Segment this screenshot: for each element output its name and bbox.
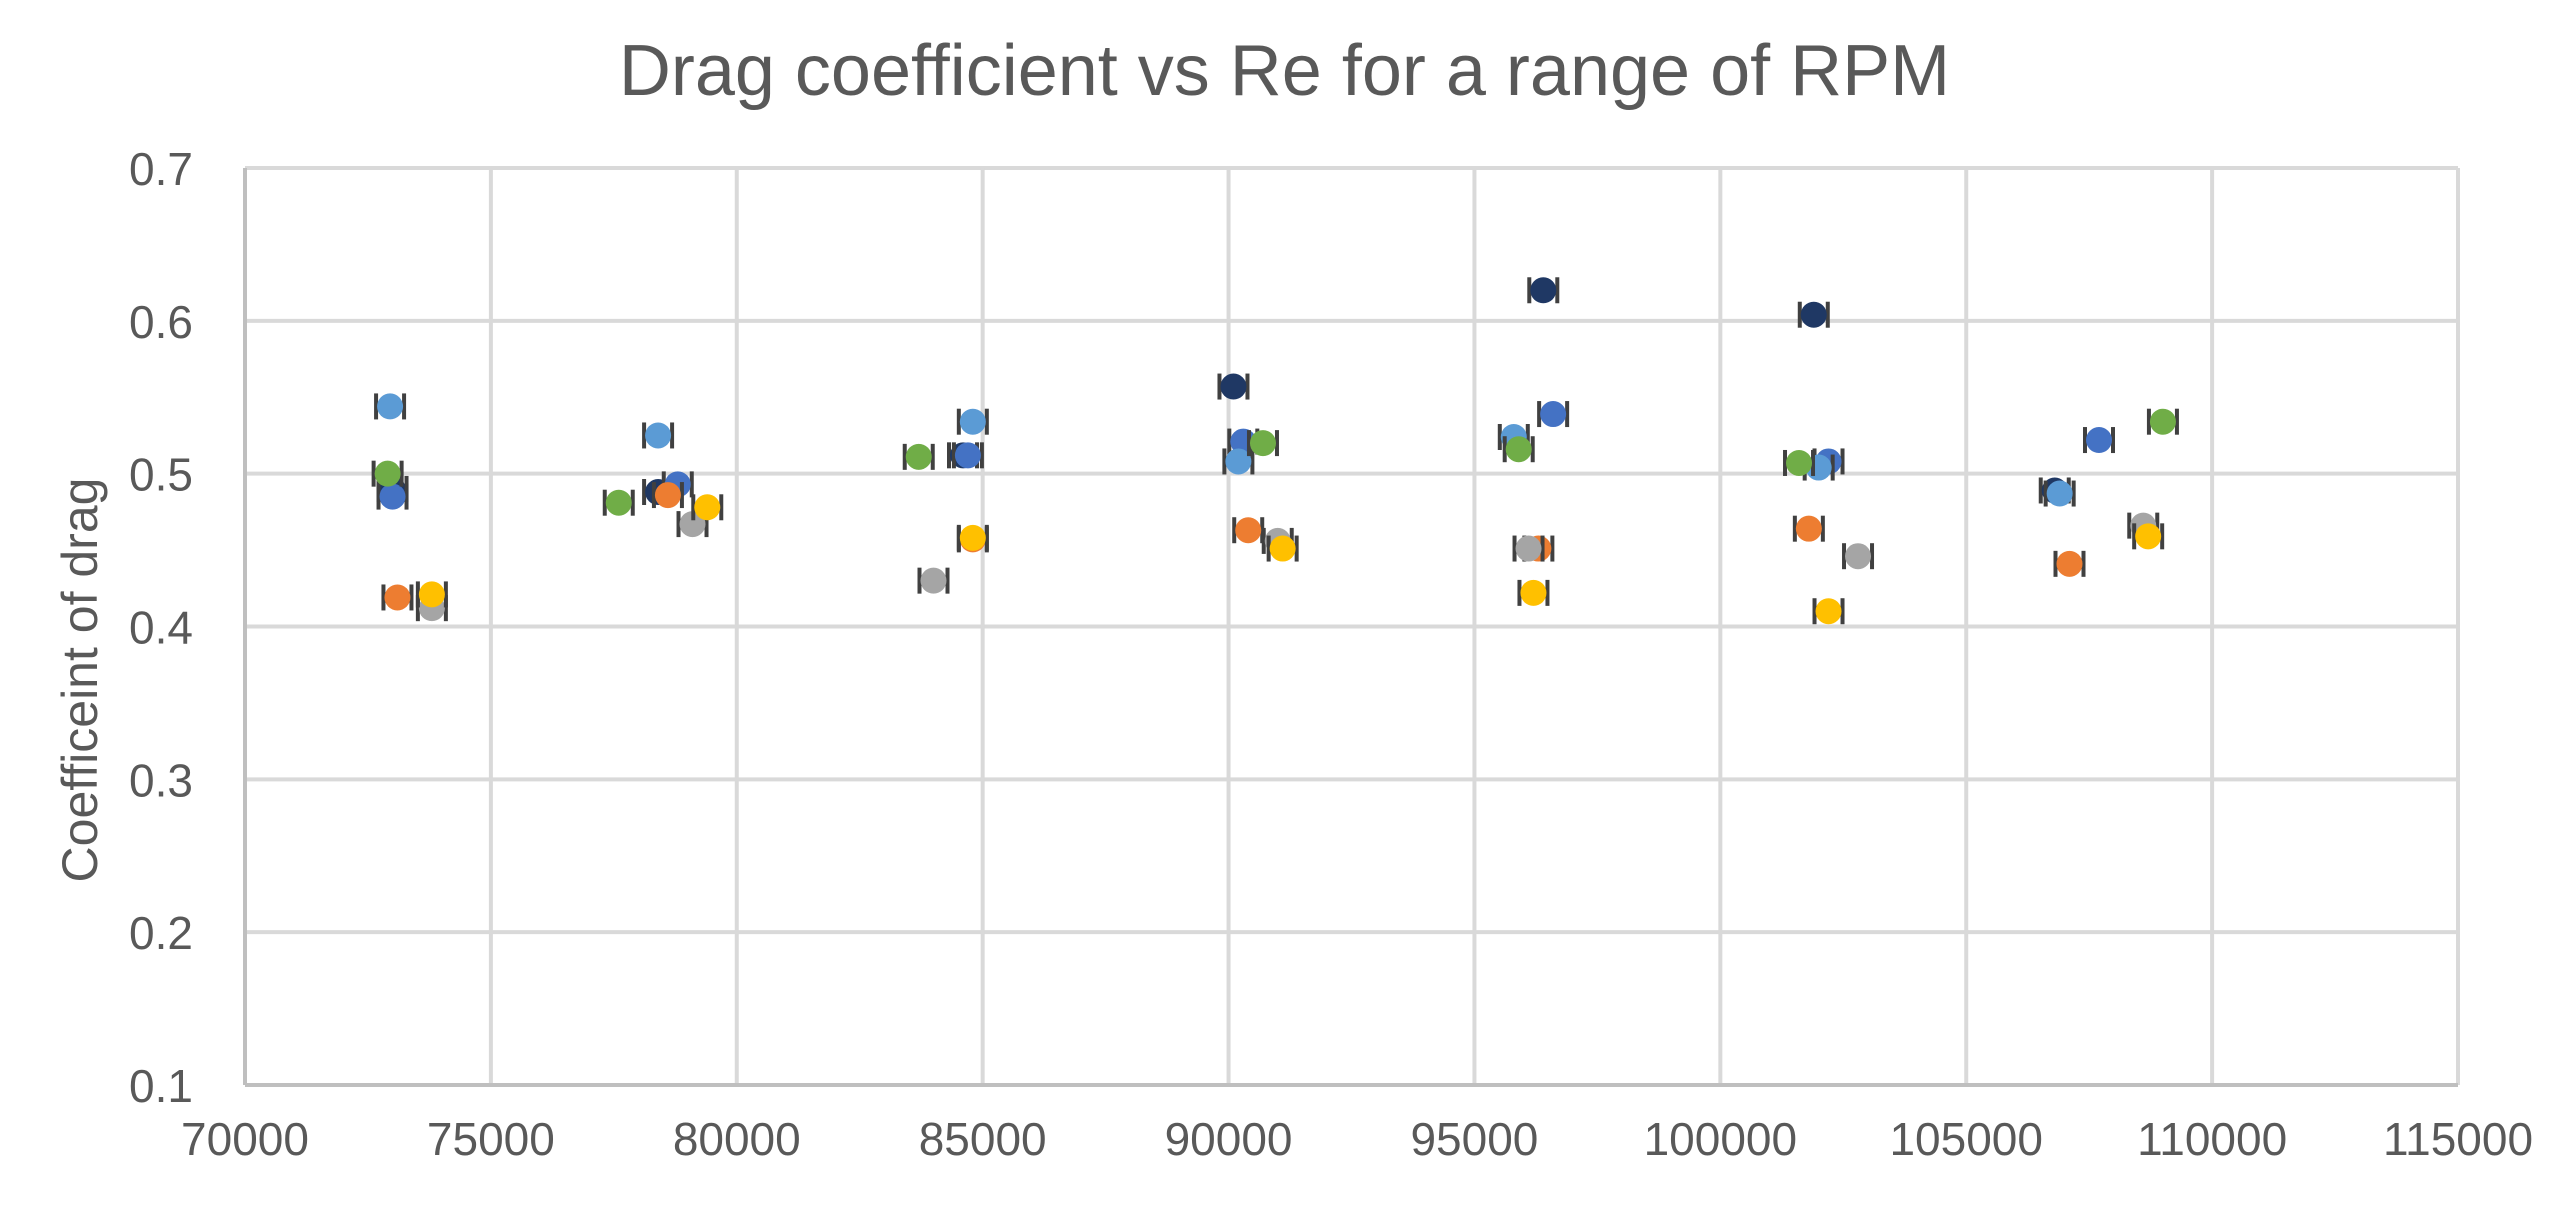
data-point bbox=[379, 483, 406, 510]
series-layer bbox=[371, 277, 2179, 625]
x-tick-label: 85000 bbox=[919, 1113, 1047, 1165]
y-tick-label: 0.1 bbox=[129, 1060, 193, 1112]
data-point bbox=[1800, 301, 1827, 328]
data-point bbox=[1515, 535, 1542, 562]
data-point bbox=[1505, 436, 1532, 463]
data-point bbox=[1786, 449, 1813, 476]
data-point bbox=[1795, 515, 1822, 542]
chart-title: Drag coefficient vs Re for a range of RP… bbox=[618, 31, 1951, 111]
data-point bbox=[1815, 598, 1842, 625]
data-point bbox=[1225, 448, 1252, 475]
data-point bbox=[954, 442, 981, 469]
data-point bbox=[2135, 523, 2162, 550]
x-tick-label: 95000 bbox=[1410, 1113, 1538, 1165]
x-tick-label: 115000 bbox=[2383, 1113, 2533, 1165]
data-point bbox=[920, 567, 947, 594]
x-tick-label: 100000 bbox=[1644, 1113, 1798, 1165]
x-tick-label: 80000 bbox=[673, 1113, 801, 1165]
grid-layer bbox=[243, 166, 2460, 1087]
y-tick-label: 0.5 bbox=[129, 449, 193, 501]
data-point bbox=[377, 393, 404, 420]
data-point bbox=[905, 443, 932, 470]
series-6 bbox=[415, 511, 2160, 622]
x-tick-label: 105000 bbox=[1889, 1113, 2043, 1165]
data-point bbox=[2149, 408, 2176, 435]
tick-labels: 0.1 0.2 0.3 0.4 0.5 0.6 0.7 70000 75000 80000 8500… bbox=[129, 143, 2533, 1165]
data-point bbox=[1540, 401, 1567, 428]
data-point bbox=[1220, 373, 1247, 400]
data-point bbox=[605, 489, 632, 516]
y-tick-label: 0.6 bbox=[129, 296, 193, 348]
data-point bbox=[1845, 543, 1872, 570]
data-point bbox=[679, 511, 706, 538]
series-7 bbox=[415, 494, 2165, 625]
x-tick-label: 75000 bbox=[427, 1113, 555, 1165]
data-point bbox=[1530, 277, 1557, 304]
data-point bbox=[694, 494, 721, 521]
series-3 bbox=[374, 393, 2076, 507]
data-point bbox=[418, 581, 445, 608]
data-point bbox=[1520, 579, 1547, 606]
series-4 bbox=[371, 408, 2179, 516]
x-tick-label: 70000 bbox=[181, 1113, 309, 1165]
x-tick-label: 90000 bbox=[1165, 1113, 1293, 1165]
data-point bbox=[645, 422, 672, 449]
data-point bbox=[959, 524, 986, 551]
series-5 bbox=[381, 482, 2086, 611]
data-point bbox=[2056, 550, 2083, 577]
data-point bbox=[654, 482, 681, 509]
y-tick-label: 0.3 bbox=[129, 754, 193, 806]
data-point bbox=[1269, 535, 1296, 562]
x-tick-label: 110000 bbox=[2137, 1113, 2287, 1165]
y-tick-label: 0.7 bbox=[129, 143, 193, 195]
data-point bbox=[2046, 480, 2073, 507]
y-tick-label: 0.2 bbox=[129, 907, 193, 959]
y-tick-label: 0.4 bbox=[129, 602, 193, 654]
data-point bbox=[1249, 430, 1276, 457]
data-point bbox=[374, 460, 401, 487]
data-point bbox=[959, 408, 986, 435]
data-point bbox=[2086, 427, 2113, 454]
data-point bbox=[384, 584, 411, 611]
data-point bbox=[1235, 517, 1262, 544]
